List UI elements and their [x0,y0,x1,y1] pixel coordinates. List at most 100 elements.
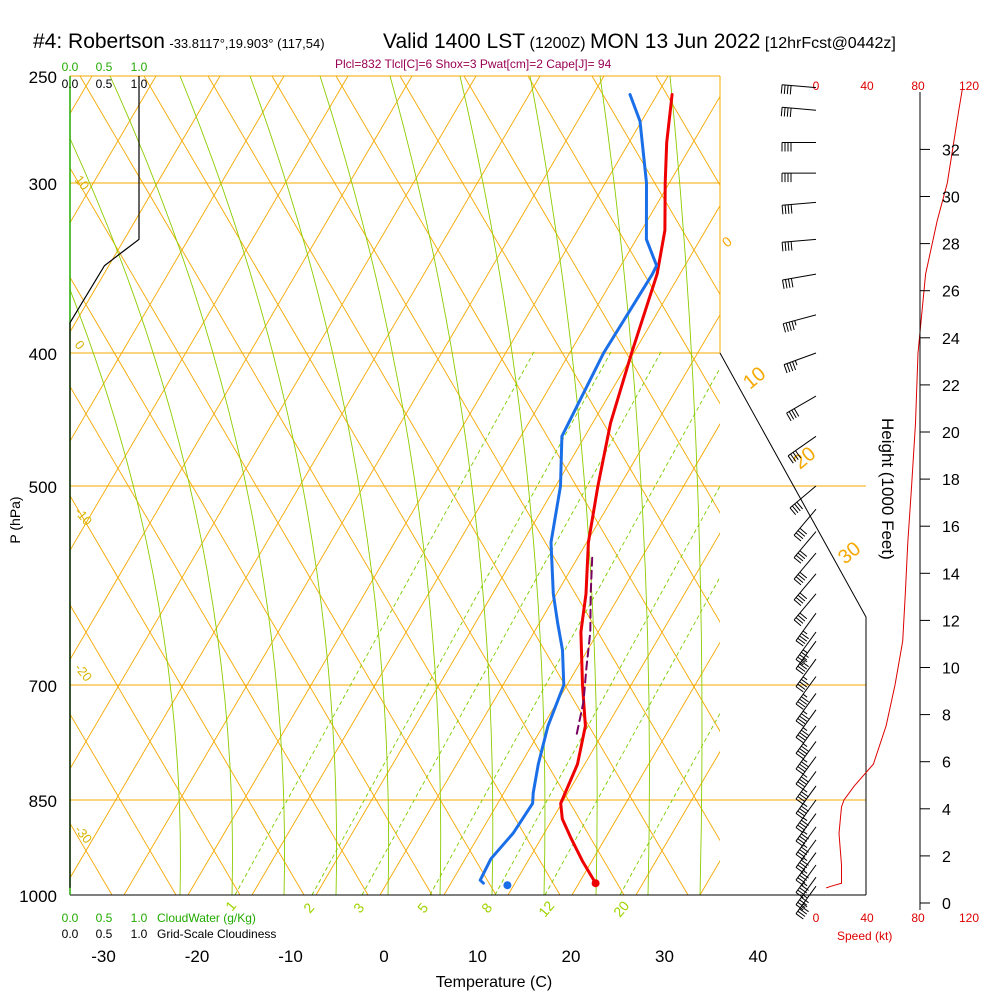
wind-barb-feather [786,363,791,373]
temperature-tick-label: 30 [655,947,674,966]
wind-barb-half-feather [802,894,808,899]
pressure-tick-label: 1000 [19,887,57,906]
wind-barb-feather [797,683,806,690]
dry-adiabat [70,494,305,895]
mixing-ratio-label: 20 [610,898,632,920]
wind-barb-feather [786,85,789,95]
speed-tick-bottom: 40 [860,911,874,925]
dry-adiabat [848,76,1000,895]
wind-barb-half-feather [802,658,808,663]
wind-barb-feather [793,619,802,627]
wind-barb-half-feather [802,803,808,808]
wind-barb-feather [801,805,809,812]
wind-barb [782,238,817,243]
plot-boundary [719,352,867,895]
moist-adiabat [109,76,285,895]
wind-barb-feather [780,84,783,94]
wind-barb-feather [783,84,786,94]
dry-adiabat [379,313,720,895]
wind-barb-half-feather [802,830,808,835]
dry-adiabat [251,95,720,895]
wind-barb-feather [797,614,806,622]
wind-barb-feather [793,599,802,606]
wind-barb-feather [799,571,808,579]
wind-barb-feather [797,718,806,725]
temperature-tick-label: 10 [468,947,487,966]
mixing-ratio-line [311,349,613,895]
wind-barb [793,531,817,558]
cloudiness-tick-bottom: 0.0 [62,927,79,941]
wind-barb-half-feather [802,743,808,748]
moist-adiabat [529,76,598,895]
wind-barb [795,693,817,722]
wind-barb-feather [799,592,808,600]
surface-temperature-dot [591,879,600,888]
temperature-tick-label: 0 [379,947,388,966]
dry-adiabat [956,76,1000,895]
wind-barb-half-feather [802,857,808,862]
wind-barb-feather [799,654,808,661]
wind-barb-feather [799,763,808,770]
wind-barb-half-feather [794,320,797,326]
wind-barb-feather [799,887,808,894]
wind-barb-feather [799,908,808,915]
dry-adiabat-label: -20 [72,660,96,684]
wind-barb-feather [801,872,809,879]
wind-barb-feather [799,550,808,557]
speed-tick-top: 0 [813,79,820,93]
mixing-ratio-label: 3 [350,900,367,916]
wind-barb-feather [784,241,787,252]
wind-barb-feather [801,905,809,913]
dry-adiabat [70,76,221,333]
wind-barb-feather [797,877,806,884]
cloud-water-tick-top: 0.0 [62,60,79,74]
dry-adiabat [70,604,241,895]
wind-barb [789,485,817,509]
wind-barb-feather [783,107,786,117]
wind-barb-feather [801,660,809,668]
dry-adiabat [187,76,669,895]
dry-adiabat-label: -10 [72,504,96,528]
moist-adiabat [599,76,650,895]
dry-adiabat [335,76,720,733]
wind-barb-feather [786,412,792,422]
wind-barb-feather [799,793,808,800]
y-axis-title: P (hPa) [7,496,23,543]
moist-adiabat [249,76,390,895]
wind-barb-feather [790,453,797,462]
moist-adiabats [70,76,703,895]
wind-barb-feather [795,686,804,693]
moist-adiabat [389,76,494,895]
forecast-info: [12hrFcst@0442z] [764,35,896,52]
wind-barb [782,84,817,89]
chart-title-row: #4: Robertson -33.8117°,19.903° (117,54) [33,30,325,54]
height-tick-label: 6 [942,755,951,772]
moist-adiabat [459,76,546,895]
dry-adiabat [443,423,720,895]
wind-barb-half-feather [802,882,808,887]
wind-barb-feather [797,851,806,858]
wind-barb-feather [781,242,784,252]
valid-time: Valid 1400 LST [383,30,526,53]
wind-barb [795,756,817,785]
wind-barb-feather [790,278,794,288]
mixing-ratio-line [429,367,720,895]
wind-barb-feather [801,651,809,658]
wind-barb-half-feather [802,649,808,654]
moist-adiabat [319,76,442,895]
wind-barb-feather [801,713,809,720]
wind-barb-half-feather [802,869,808,874]
wind-barb-feather [791,505,799,514]
wind-barb-feather [799,612,808,620]
dry-adiabat [271,76,720,842]
mixing-ratio-label: 8 [478,900,495,916]
wind-barb-feather [789,507,797,516]
wind-barb-half-feather [802,630,808,635]
dry-adiabat [70,76,349,552]
wind-barb-feather [801,833,809,840]
mixing-ratio-line [494,485,720,895]
